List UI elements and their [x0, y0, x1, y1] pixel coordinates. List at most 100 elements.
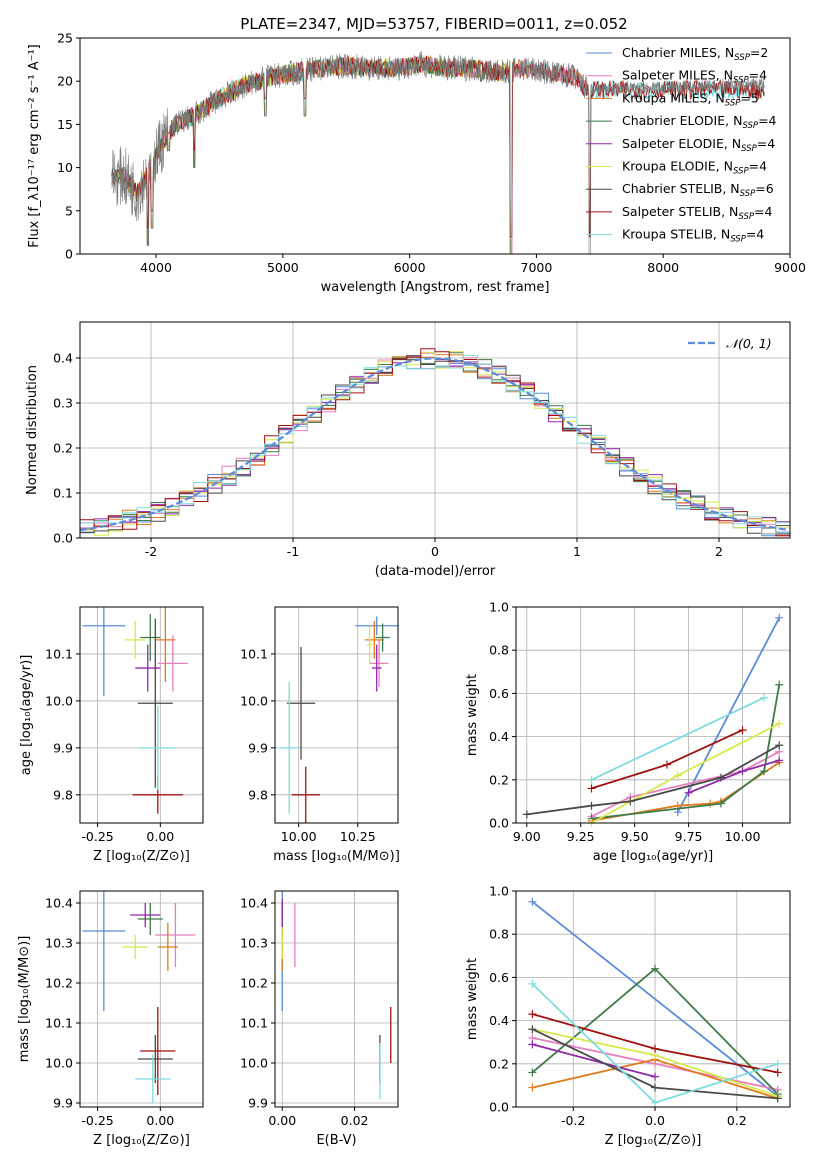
- x-tick-label: -0.25: [81, 829, 113, 844]
- legend-entry: Salpeter STELIB, NSSP=4: [622, 204, 772, 222]
- legend-suffix: =4: [749, 68, 767, 83]
- plus-marker: [528, 1025, 537, 1034]
- plus-marker: [651, 964, 660, 973]
- model-spectrum-line: [111, 54, 588, 254]
- y-tick-label: 0.2: [489, 772, 509, 787]
- plus-marker: [716, 773, 725, 782]
- plus-marker: [684, 788, 693, 797]
- y-tick-label: 10.3: [45, 936, 73, 951]
- y-tick-label: 10.1: [240, 1016, 268, 1031]
- legend-entry: Salpeter MILES, NSSP=4: [622, 68, 767, 86]
- x-axis-label: (data-model)/error: [375, 564, 496, 579]
- figure-title: PLATE=2347, MJD=53757, FIBERID=0011, z=0…: [240, 15, 627, 33]
- axes-frame: [79, 321, 791, 539]
- model-spectrum-line: [111, 54, 512, 254]
- x-tick-label: 4000: [140, 260, 172, 275]
- model-spectrum-line: [111, 55, 512, 254]
- plus-marker: [528, 1083, 537, 1092]
- series-line: [591, 696, 765, 781]
- x-tick-label: 7000: [521, 260, 553, 275]
- model-spectrum-line: [111, 55, 765, 238]
- legend-entry: Kroupa MILES, NSSP=5: [622, 90, 759, 108]
- y-tick-label: 0.1: [53, 486, 73, 501]
- axes-frame: [79, 606, 204, 824]
- x-tick-label: 1: [573, 544, 581, 559]
- plus-marker: [626, 797, 635, 806]
- y-tick-label: 9.8: [53, 787, 73, 802]
- x-axis-label: mass [log₁₀(M/M⊙)]: [273, 849, 400, 864]
- legend-entry: Salpeter ELODIE, NSSP=4: [622, 136, 775, 154]
- y-tick-label: 0.0: [489, 1100, 509, 1115]
- x-tick-label: 10.25: [340, 829, 376, 844]
- legend-subscript: SSP: [733, 76, 749, 86]
- plus-marker: [760, 767, 769, 776]
- y-tick-label: 0.2: [489, 1056, 509, 1071]
- age_vs_mass-panel: 10.00 10.25 9.8 9.9 10.0 10.1 mass [log₁₀(M/M⊙…: [240, 606, 400, 864]
- legend-subscript: SSP: [742, 121, 758, 131]
- y-axis-label: age [log₁₀(age/yr)]: [19, 655, 34, 776]
- y-axis-label: mass [log₁₀(M/M⊙)]: [17, 936, 32, 1063]
- plus-marker: [651, 1083, 660, 1092]
- axes-frame: [274, 606, 399, 824]
- residual-histogram-panel: -2 -1 0 1 2 0.0 0.1 0.2 0.3 0.4 (data-model)/error…: [25, 321, 791, 579]
- y-tick-label: 15: [57, 117, 73, 132]
- x-axis-label: Z [log₁₀(Z/Z⊙)]: [605, 1133, 702, 1148]
- y-tick-label: 10.1: [45, 646, 73, 661]
- legend-entry: Chabrier ELODIE, NSSP=4: [622, 113, 777, 131]
- y-tick-label: 9.9: [53, 1096, 73, 1111]
- legend-suffix: =6: [755, 181, 773, 196]
- plus-marker: [773, 1059, 782, 1068]
- y-tick-label: 0.2: [53, 441, 73, 456]
- x-tick-label: 8000: [647, 260, 679, 275]
- x-tick-label: -1: [287, 544, 299, 559]
- plus-marker: [528, 1068, 537, 1077]
- y-axis-label: Normed distribution: [25, 365, 40, 495]
- y-tick-label: 9.9: [53, 740, 73, 755]
- legend-subscript: SSP: [725, 98, 741, 108]
- y-tick-label: 10: [57, 160, 73, 175]
- plus-marker: [528, 1040, 537, 1049]
- y-tick-label: 10.0: [45, 693, 73, 708]
- x-tick-label: 0.00: [146, 829, 174, 844]
- spectrum-panel: 4000 5000 6000 7000 8000 9000 0 5 10 15 20 25 wavele…: [27, 31, 806, 296]
- legend-entry: Chabrier STELIB, NSSP=6: [622, 181, 774, 199]
- legend-suffix: =4: [758, 113, 776, 128]
- axes-frame: [79, 890, 204, 1108]
- age_vs_Z-panel: -0.25 0.00 9.8 9.9 10.0 10.1 Z [log₁₀(Z/Z⊙)] ag…: [19, 606, 204, 864]
- y-tick-label: 10.1: [45, 1016, 73, 1031]
- y-tick-label: 0.4: [53, 351, 73, 366]
- y-tick-label: 10.4: [45, 896, 73, 911]
- y-tick-label: 0.0: [53, 531, 73, 546]
- y-tick-label: 10.0: [240, 693, 268, 708]
- x-tick-label: 9.00: [513, 829, 541, 844]
- plus-marker: [716, 799, 725, 808]
- x-axis-label: wavelength [Angstrom, rest frame]: [321, 280, 550, 295]
- plus-marker: [773, 1094, 782, 1103]
- y-tick-label: 0: [65, 247, 73, 262]
- x-tick-label: 10.00: [725, 829, 761, 844]
- y-tick-label: 0.6: [489, 970, 509, 985]
- plus-marker: [775, 719, 784, 728]
- plus-marker: [651, 1044, 660, 1053]
- x-tick-label: 0.0: [645, 1113, 665, 1128]
- legend-suffix: =5: [740, 90, 758, 105]
- legend-entry: 𝒩(0, 1): [726, 336, 772, 351]
- x-tick-label: 9000: [774, 260, 806, 275]
- y-tick-label: 5: [65, 203, 73, 218]
- plus-marker: [760, 693, 769, 702]
- x-tick-label: 2: [715, 544, 723, 559]
- legend-subscript: SSP: [733, 167, 749, 177]
- series-line: [532, 1043, 656, 1078]
- legend-suffix: =4: [754, 204, 772, 219]
- legend-entry: Chabrier MILES, NSSP=2: [622, 45, 768, 63]
- x-tick-label: 0.02: [341, 1113, 369, 1128]
- y-tick-label: 9.9: [248, 740, 268, 755]
- plus-marker: [775, 680, 784, 689]
- plus-marker: [738, 726, 747, 735]
- axes-frame: [274, 890, 399, 1108]
- y-tick-label: 0.8: [489, 927, 509, 942]
- y-tick-label: 10.4: [240, 896, 268, 911]
- x-tick-label: 9.25: [567, 829, 595, 844]
- legend-suffix: =4: [757, 136, 775, 151]
